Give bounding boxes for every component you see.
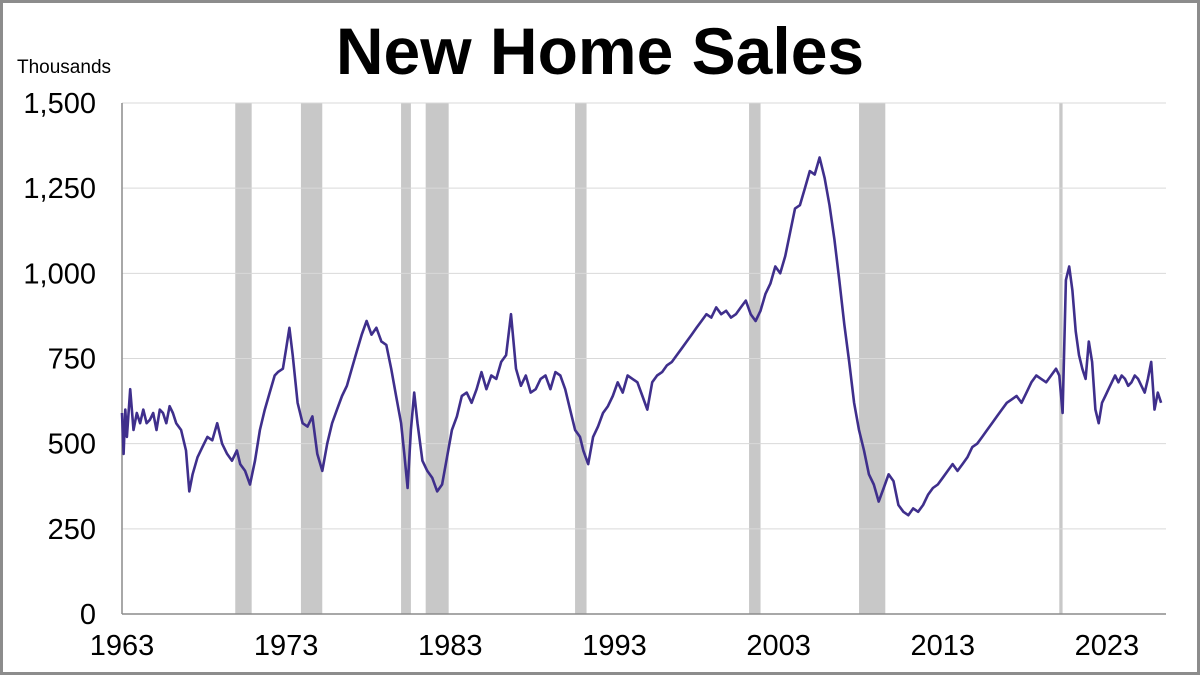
y-axis-unit-label: Thousands	[17, 57, 112, 78]
x-tick-label-2: 1983	[418, 630, 483, 662]
axes	[121, 103, 1166, 615]
y-tick-label-3: 750	[48, 344, 96, 376]
y-tick-labels: 0 250 500 750 1,000 1,250 1,500	[23, 88, 96, 631]
x-tick-label-4: 2003	[746, 630, 811, 662]
x-tick-label-5: 2013	[910, 630, 975, 662]
series-line-0	[120, 156, 1163, 517]
y-tick-label-6: 1,500	[23, 88, 96, 120]
chart-title: New Home Sales	[335, 14, 865, 88]
x-tick-label-6: 2023	[1075, 630, 1140, 662]
x-tick-label-0: 1963	[90, 630, 155, 662]
y-tick-label-2: 500	[48, 429, 96, 461]
x-tick-labels: 1963 1973 1983 1993 2003 2013 2023	[90, 630, 1139, 662]
series-layer	[120, 156, 1163, 517]
y-tick-label-0: 0	[80, 599, 96, 631]
y-tick-label-4: 1,000	[23, 258, 96, 290]
y-tick-label-5: 1,250	[23, 173, 96, 205]
x-tick-label-3: 1993	[582, 630, 647, 662]
gridlines	[122, 102, 1166, 530]
y-tick-label-1: 250	[48, 514, 96, 546]
x-tick-label-1: 1973	[254, 630, 319, 662]
